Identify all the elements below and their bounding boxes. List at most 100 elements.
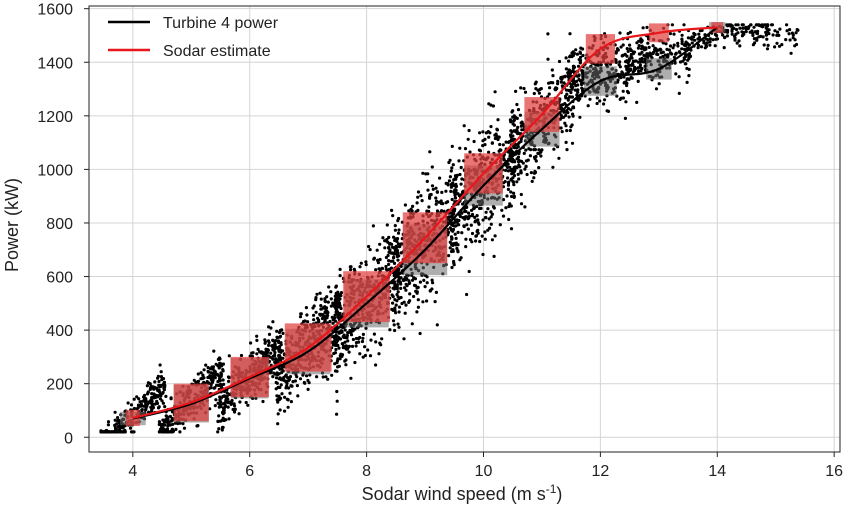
scatter-point	[734, 27, 739, 32]
scatter-point	[416, 285, 420, 289]
scatter-point	[392, 280, 397, 284]
scatter-point	[738, 44, 742, 48]
scatter-point	[275, 335, 279, 339]
scatter-point	[392, 323, 396, 327]
y-tick-label: 800	[46, 216, 73, 233]
scatter-point	[227, 376, 231, 380]
scatter-point	[509, 227, 514, 231]
scatter-point	[498, 142, 502, 147]
scatter-point	[156, 374, 160, 378]
scatter-point	[456, 250, 460, 254]
scatter-point	[791, 36, 795, 40]
scatter-point	[395, 292, 399, 297]
scatter-point	[426, 188, 430, 192]
scatter-point	[306, 378, 310, 383]
scatter-point	[306, 320, 310, 324]
scatter-point	[350, 344, 355, 348]
scatter-point	[509, 177, 513, 181]
scatter-point	[453, 177, 457, 181]
scatter-point	[765, 37, 769, 41]
scatter-point	[337, 298, 341, 302]
scatter-point	[206, 370, 210, 374]
scatter-point	[425, 281, 429, 285]
scatter-point	[333, 339, 337, 343]
scatter-point	[490, 238, 494, 242]
scatter-point	[397, 228, 401, 232]
scatter-point	[567, 68, 571, 72]
scatter-point	[363, 345, 367, 349]
scatter-point	[403, 311, 407, 315]
scatter-point	[162, 386, 166, 390]
scatter-point	[458, 214, 462, 219]
scatter-point	[314, 310, 318, 314]
scatter-point	[478, 131, 482, 135]
scatter-point	[113, 430, 117, 434]
scatter-point	[622, 75, 626, 79]
scatter-point	[397, 245, 402, 249]
scatter-point	[509, 133, 513, 137]
scatter-point	[343, 328, 347, 332]
scatter-point	[336, 357, 340, 361]
scatter-point	[221, 378, 225, 382]
scatter-point	[378, 242, 382, 246]
scatter-point	[349, 333, 354, 337]
scatter-point	[516, 172, 520, 176]
scatter-point	[567, 115, 571, 119]
scatter-point	[752, 25, 756, 29]
scatter-point	[163, 383, 167, 387]
scatter-point	[358, 265, 362, 269]
scatter-point	[640, 50, 644, 55]
scatter-point	[146, 392, 150, 396]
scatter-point	[342, 333, 346, 337]
scatter-point	[532, 91, 536, 96]
scatter-point	[431, 281, 435, 285]
scatter-point	[775, 41, 779, 45]
scatter-point	[280, 392, 284, 396]
scatter-point	[145, 404, 149, 408]
scatter-point	[434, 199, 439, 203]
scatter-point	[453, 193, 457, 197]
scatter-point	[418, 280, 422, 284]
scatter-point	[527, 147, 531, 151]
scatter-point	[483, 237, 487, 241]
scatter-point	[684, 44, 688, 48]
scatter-point	[680, 33, 684, 37]
scatter-point	[137, 397, 141, 401]
scatter-point	[447, 179, 451, 183]
scatter-point	[397, 296, 401, 301]
scatter-point	[508, 118, 512, 122]
scatter-point	[141, 399, 145, 403]
scatter-point	[462, 224, 466, 229]
scatter-point	[494, 132, 498, 136]
y-axis-ticks: 0 200 400 600 800 1000 1200 1400 1600	[37, 2, 89, 447]
scatter-point	[787, 32, 791, 36]
scatter-point	[524, 164, 528, 168]
x-tick-label: 16	[825, 463, 843, 480]
scatter-point	[150, 397, 154, 401]
scatter-point	[570, 51, 574, 55]
scatter-point	[789, 51, 793, 55]
scatter-point	[595, 96, 599, 100]
scatter-point	[460, 231, 464, 235]
scatter-point	[498, 223, 502, 227]
scatter-point	[711, 38, 715, 42]
scatter-point	[387, 235, 391, 239]
scatter-point	[736, 23, 740, 27]
scatter-point	[725, 34, 730, 38]
scatter-point	[637, 69, 641, 73]
scatter-point	[793, 38, 797, 42]
scatter-point	[677, 50, 682, 54]
scatter-point	[547, 81, 551, 85]
scatter-point	[276, 412, 280, 416]
scatter-point	[481, 144, 485, 148]
scatter-point	[335, 338, 339, 342]
x-tick-label: 4	[128, 463, 137, 480]
scatter-point	[626, 49, 630, 54]
scatter-point	[509, 190, 513, 194]
scatter-point	[181, 422, 185, 426]
scatter-point	[537, 166, 541, 170]
scatter-point	[677, 91, 681, 95]
scatter-point	[690, 41, 694, 45]
scatter-point	[271, 339, 275, 343]
scatter-point	[722, 46, 726, 50]
